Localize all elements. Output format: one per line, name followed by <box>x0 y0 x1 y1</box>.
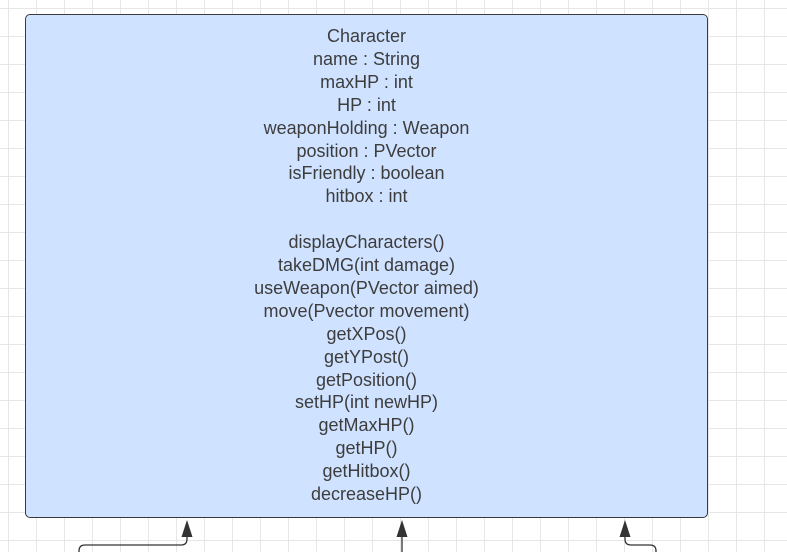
attribute-hp: HP : int <box>337 94 396 115</box>
method-decrease-hp: decreaseHP() <box>310 484 423 505</box>
method-get-position: getPosition() <box>315 369 418 390</box>
connector-arrowhead-left <box>181 520 193 537</box>
attribute-maxhp: maxHP : int <box>320 71 413 92</box>
connector-line-left[interactable] <box>78 532 188 552</box>
character-class-box[interactable]: Character name : String maxHP : int HP :… <box>25 14 708 518</box>
attribute-hitbox: hitbox : int <box>325 186 408 207</box>
method-take-dmg: takeDMG(int damage) <box>277 255 456 276</box>
attribute-name: name : String <box>312 48 421 69</box>
connector-arrowhead-middle <box>396 520 408 537</box>
method-display-characters: displayCharacters() <box>288 232 445 253</box>
method-get-ypost: getYPost() <box>323 346 410 367</box>
method-move: move(Pvector movement) <box>263 300 470 321</box>
attribute-position: position : PVector <box>296 140 437 161</box>
method-set-hp: setHP(int newHP) <box>294 392 439 413</box>
method-get-hp: getHP() <box>335 438 398 459</box>
method-get-xpos: getXPos() <box>326 323 407 344</box>
attribute-is-friendly: isFriendly : boolean <box>288 163 445 184</box>
method-use-weapon: useWeapon(PVector aimed) <box>254 277 479 298</box>
class-name: Character <box>326 26 407 46</box>
attribute-weapon-holding: weaponHolding : Weapon <box>263 117 470 138</box>
method-get-hitbox: getHitbox() <box>322 461 411 482</box>
connector-arrowhead-right <box>619 520 631 537</box>
connector-line-right[interactable] <box>624 532 657 552</box>
method-get-max-hp: getMaxHP() <box>318 415 415 436</box>
